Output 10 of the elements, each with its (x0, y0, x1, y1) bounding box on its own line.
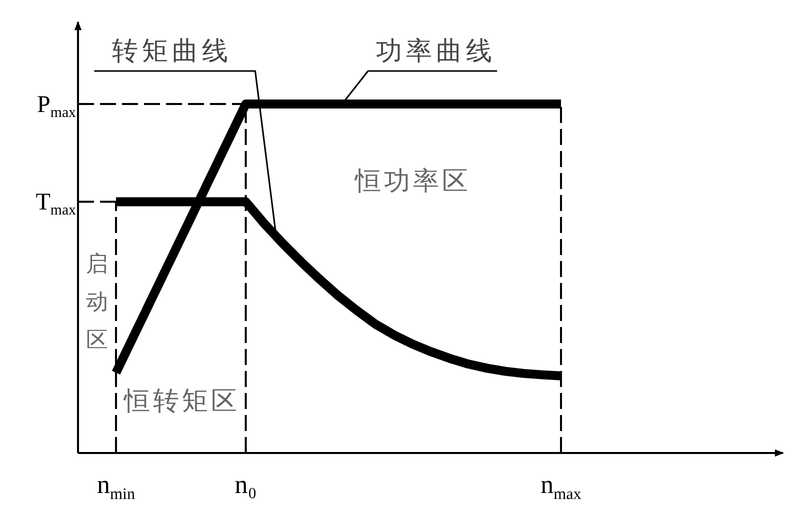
x-tick-label: n$_{min}$ (96, 470, 136, 503)
annotation: 恒功率区 (354, 166, 471, 196)
x-tick-label: n$_{max}$ (540, 470, 582, 503)
annotation: 启动区 (86, 252, 108, 353)
ref-line-label: T$_{max}$ (36, 190, 77, 219)
text: 转矩曲线 (112, 36, 232, 66)
annotation: 恒转矩区 (123, 386, 240, 416)
series-label: 功率曲线 (376, 36, 496, 66)
ref-line-label: P$_{max}$ (37, 92, 77, 122)
x-tick-label: n₀ (234, 470, 257, 499)
